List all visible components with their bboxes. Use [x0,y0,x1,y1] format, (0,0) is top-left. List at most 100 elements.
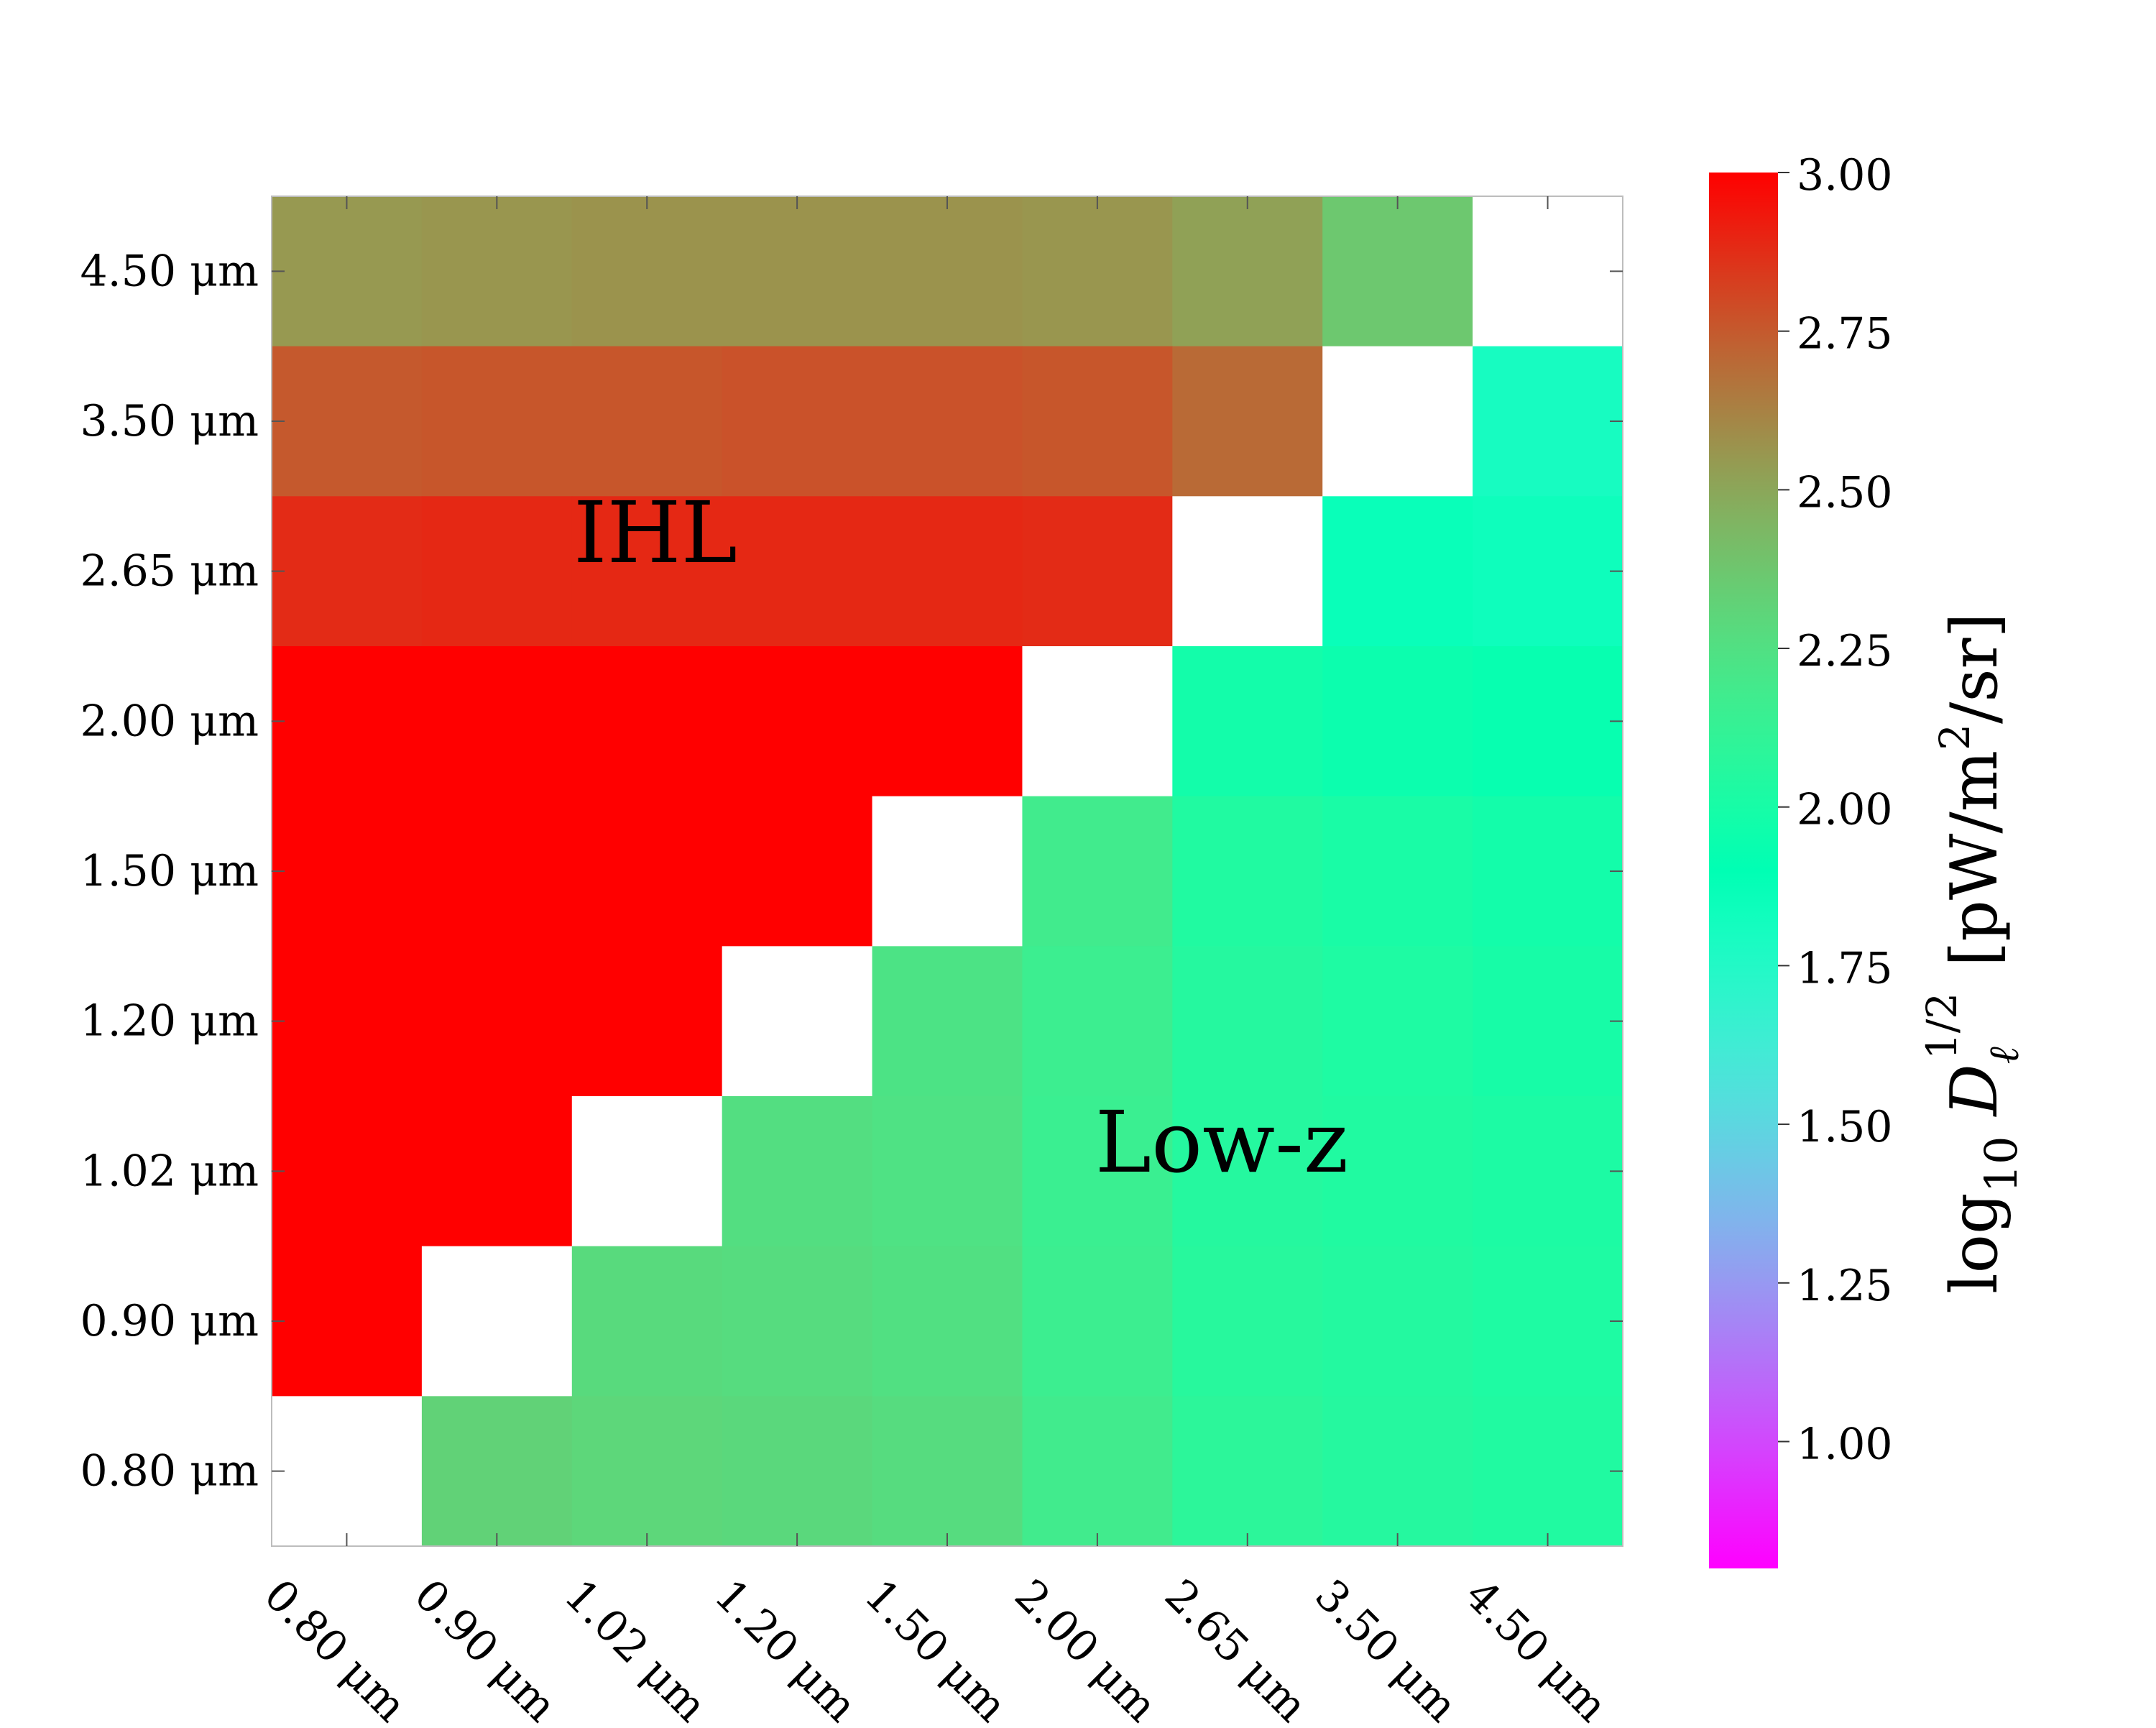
heatmap-cell [421,346,573,497]
heatmap-cell [1022,1396,1173,1547]
heatmap-cell [1322,1396,1473,1547]
heatmap-cell [421,1246,573,1397]
heatmap-cell [1322,1246,1473,1397]
heatmap-cell [1022,796,1173,947]
colorbar-tick-label: 1.00 [1797,1420,1893,1470]
heatmap-cell [1322,1096,1473,1247]
heatmap-cell [722,496,873,647]
heatmap-cell [872,196,1023,347]
y-tick-label: 1.50 μm [80,846,259,896]
heatmap-cell [272,1396,423,1547]
x-tick-label: 1.20 μm [704,1570,866,1725]
heatmap-cell [272,946,423,1097]
x-tick-label: 2.00 μm [1005,1570,1166,1725]
heatmap-cell [1172,946,1323,1097]
annotation-ihl: IHL [573,483,737,582]
heatmap-cell [1473,1396,1623,1547]
heatmap-cell [1473,196,1623,347]
heatmap-cell [571,1246,723,1397]
heatmap-cell [571,496,723,647]
heatmap-cell [272,496,423,647]
heatmap-cell [1022,946,1173,1097]
y-tick-label: 3.50 μm [80,396,259,446]
annotation-low-z: Low-z [1095,1093,1348,1192]
colorbar-tick-label: 2.00 [1797,785,1893,835]
heatmap-cell [1022,496,1173,647]
x-tick-label: 4.50 μm [1455,1570,1617,1725]
colorbar-tick-label: 1.25 [1797,1261,1893,1311]
heatmap-cell [872,1096,1023,1247]
heatmap-cell [1172,1096,1323,1247]
heatmap-cell [571,796,723,947]
colorbar-tick-label: 1.50 [1797,1102,1893,1152]
heatmap-cell [272,346,423,497]
heatmap-cell [1322,646,1473,797]
heatmap-cell [272,796,423,947]
heatmap-cell [1022,646,1173,797]
heatmap-cell [421,496,573,647]
heatmap-cell [421,646,573,797]
heatmap-cell [1473,1246,1623,1397]
y-tick-label: 1.20 μm [80,996,259,1047]
colorbar-tick-label: 2.75 [1797,309,1893,359]
heatmap-cell [1473,646,1623,797]
heatmap-cell [722,1246,873,1397]
heatmap-cell [421,946,573,1097]
heatmap-cell [872,496,1023,647]
heatmap-cell [1322,196,1473,347]
heatmap-cell [272,196,423,347]
heatmap-cell [1322,346,1473,497]
heatmap-cell [571,946,723,1097]
heatmap-cell [1172,646,1323,797]
heatmap-cell [872,1396,1023,1547]
heatmap-cell [571,646,723,797]
heatmap-cell [421,1396,573,1547]
x-tick-label: 0.80 μm [254,1570,416,1725]
heatmap-cell [722,796,873,947]
heatmap-cell [1473,346,1623,497]
heatmap-cell [872,946,1023,1097]
heatmap-cell [272,646,423,797]
y-tick-label: 2.65 μm [80,546,259,597]
colorbar-tick-label: 3.00 [1797,150,1893,201]
heatmap-cell [1172,1246,1323,1397]
heatmap-cell [571,196,723,347]
heatmap-cell [1022,346,1173,497]
heatmap-cell [1322,796,1473,947]
heatmap-cell [421,1096,573,1247]
heatmap-cell [722,346,873,497]
heatmap-cell [571,346,723,497]
heatmap-cell [722,196,873,347]
colorbar-tick-label: 1.75 [1797,943,1893,993]
heatmap-cell [1322,496,1473,647]
x-tick-label: 0.90 μm [405,1570,566,1725]
y-tick-label: 2.00 μm [80,696,259,746]
heatmap-cell [722,1096,873,1247]
colorbar-label: log10Dℓ1/2[pW/m2/sr] [1917,612,2028,1294]
x-tick-label: 1.02 μm [555,1570,717,1725]
heatmap-cell [571,1396,723,1547]
heatmap-cell [872,346,1023,497]
y-tick-label: 0.90 μm [80,1296,259,1346]
heatmap-cell [421,796,573,947]
heatmap-cell [722,646,873,797]
colorbar-ticks: 1.00 1.25 1.50 1.75 2.00 2.25 2.50 2.75 3.00 [1778,150,1893,1470]
y-tick-labels: 0.80 μm 0.90 μm 1.02 μm 1.20 μm 1.50 μm 2.00 … [80,246,259,1496]
heatmap-cell [272,1246,423,1397]
heatmap-cell [722,1396,873,1547]
heatmap-cell [1473,946,1623,1097]
heatmap-cell [872,796,1023,947]
colorbar-tick-label: 2.25 [1797,626,1893,676]
heatmap-cell [872,646,1023,797]
y-tick-label: 4.50 μm [80,246,259,296]
heatmap-cell [1473,1096,1623,1247]
x-tick-label: 2.65 μm [1155,1570,1317,1725]
y-tick-label: 1.02 μm [80,1146,259,1196]
heatmap-cell [1172,1396,1323,1547]
heatmap-cell [1473,496,1623,647]
x-tick-label: 1.50 μm [854,1570,1016,1725]
colorbar [1709,173,1778,1568]
heatmap-cell [1022,1246,1173,1397]
